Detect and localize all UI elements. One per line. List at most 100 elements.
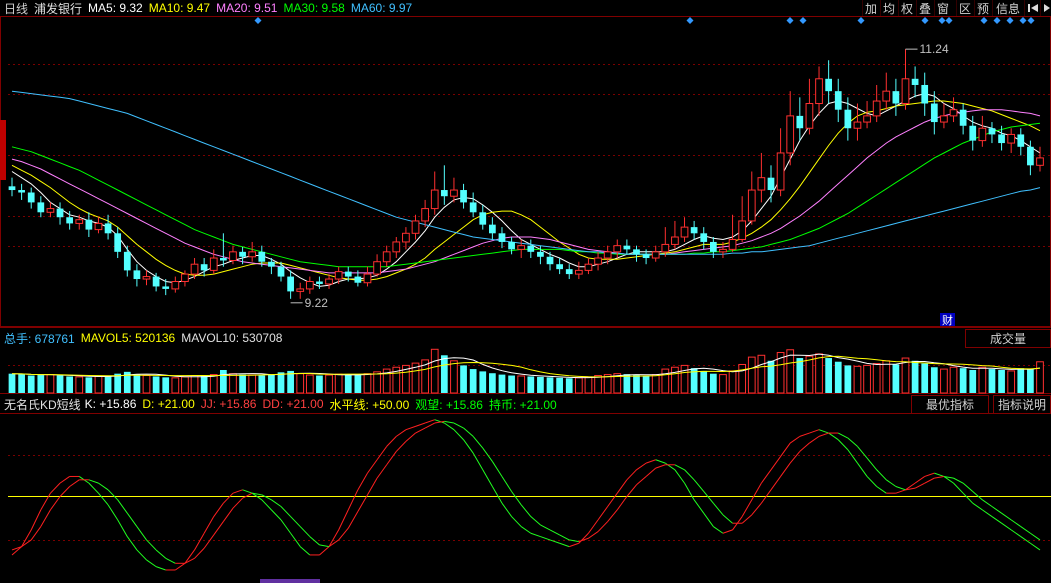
volume-bar-down [834,361,842,393]
kd-d-segment [1030,532,1041,541]
indicator-help-button[interactable]: 指标说明 [993,395,1051,414]
candle-up [181,273,189,283]
volume-bar-down [633,375,640,393]
kd-d-segment [838,432,849,439]
kd-d-segment [386,451,397,466]
kd-d-segment [588,531,599,539]
kd-k-segment [693,499,705,514]
finance-badge[interactable]: 财 [940,313,955,327]
kd-k-segment [155,566,166,571]
candle-down [844,109,852,129]
arrow-back-icon[interactable] [1024,0,1041,16]
toolbar-btn-avg[interactable]: 均 [880,0,897,16]
kd-d-segment [1001,512,1012,521]
volume-bar-down [268,374,275,393]
kd-k-segment [847,449,858,464]
kd-k-segment [655,459,666,464]
kd-k-segment [751,482,762,501]
kd-k-segment [569,542,580,548]
candle-down [104,223,112,234]
kd-d-segment [309,536,320,546]
kd-d-segment [357,494,368,512]
toolbar-btn-window[interactable]: 窗 [934,0,951,16]
candle-down [258,251,266,262]
candle-down [767,177,775,191]
kd-d-segment [424,422,435,429]
volume-bar-down [489,373,496,393]
kd-k-segment [905,482,916,491]
toolbar-btn-range[interactable]: 区 [956,0,973,16]
kd-k-segment [117,519,128,537]
kd-k-segment [588,519,599,534]
kd-k-segment [88,482,99,494]
candle-up [815,78,823,105]
volume-dropdown-label: 成交量 [989,332,1026,346]
candle-up [392,241,401,253]
kd-d-segment [463,427,474,437]
kd-d-segment [645,467,657,477]
kd-k-segment [943,476,954,484]
event-diamond-icon [921,17,929,24]
kd-d-segment [491,461,503,477]
best-indicator-button[interactable]: 最优指标 [911,395,989,414]
kd-k-segment [645,459,656,464]
stock-name: 浦发银行 [34,1,83,16]
volume-dropdown[interactable]: 成交量 [965,329,1051,348]
toolbar-btn-info[interactable]: 信息 [992,0,1023,16]
toolbar-btn-overlay[interactable]: 叠 [916,0,933,16]
kd-k-segment [463,439,474,454]
kd-d-segment [261,494,272,501]
candle-down [825,78,832,92]
kd-d-segment [799,442,810,452]
candle-up [613,245,622,253]
candle-down [440,190,448,197]
mavol10-label: MAVOL10: 530708 [181,331,283,345]
candle-down [220,258,227,261]
candle-up [209,257,218,271]
candle-up [248,251,257,258]
kd-d-segment [501,476,513,492]
volume-bar-up [517,375,526,394]
candle-down [556,264,563,270]
ma-line-ma30 [11,122,1041,268]
event-diamond-icon [254,17,262,24]
candle-down [527,245,535,252]
candle-down [633,249,640,255]
volume-bar-down [642,375,650,393]
kd-k-segment [924,472,935,477]
candle-up [978,127,987,142]
kd-k-segment [540,536,551,541]
kd-d-segment [943,475,954,479]
volume-bar-down [959,368,967,393]
candle-up [1007,133,1016,144]
volume-bar-up [1036,361,1044,394]
toolbar-btn-add[interactable]: 加 [862,0,879,16]
candle-up [863,115,871,123]
arrow-right-icon[interactable] [1040,0,1051,16]
volume-bar-down [18,374,25,393]
kd-k-segment [415,422,426,427]
candle-down [969,125,977,141]
kd-d-segment [280,506,291,517]
period-label[interactable]: 日线 [4,1,29,16]
candle-up [296,288,305,292]
kd-d-segment [395,441,407,452]
volume-bar-up [94,375,103,394]
candle-down [489,224,496,234]
best-indicator-label: 最优指标 [925,398,974,412]
kd-k-segment [21,529,32,547]
volume-bar-up [334,373,343,394]
ma30-label: MA30: 9.58 [283,1,345,15]
kd-k-segment [30,509,42,531]
volume-bar-up [421,359,429,394]
volume-bar-down [220,370,227,393]
kd-k-segment [559,542,570,548]
kd-d-segment [319,544,330,548]
kd-d-segment [136,526,147,541]
event-diamond-icon [1019,17,1027,24]
kd-k-label: K: +15.86 [84,397,137,411]
toolbar-btn-forecast[interactable]: 预 [974,0,991,16]
event-diamond-icon [786,17,794,24]
volume-bar-up [229,373,237,394]
toolbar-btn-rights[interactable]: 权 [898,0,915,16]
